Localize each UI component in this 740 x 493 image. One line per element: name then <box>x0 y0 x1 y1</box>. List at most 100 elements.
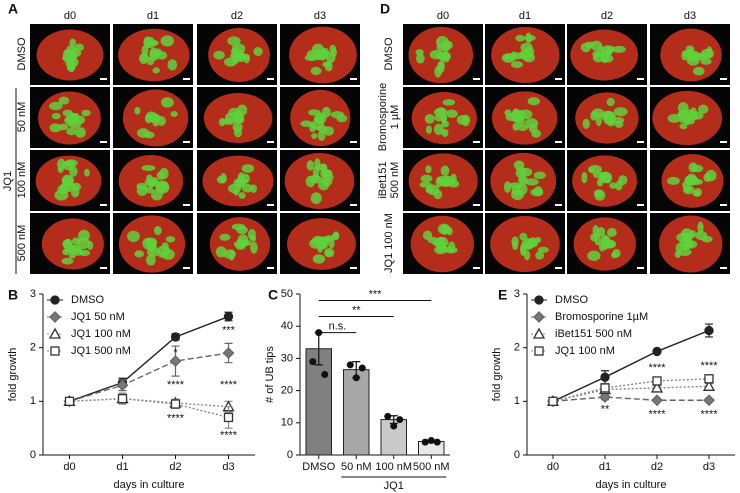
bud <box>685 45 695 54</box>
bud <box>61 174 74 187</box>
bud <box>510 60 523 69</box>
series-line <box>552 329 710 402</box>
bud <box>153 226 162 236</box>
row-label: 100 nM <box>16 162 28 199</box>
bud <box>81 109 91 117</box>
x-tick-label: DMSO <box>302 461 335 473</box>
row-label: 500 nM <box>16 225 28 262</box>
bud <box>525 32 533 44</box>
row-label: 50 nM <box>16 102 28 133</box>
bud <box>310 192 322 205</box>
bud <box>51 112 61 120</box>
bud <box>433 189 443 200</box>
bud <box>161 242 169 250</box>
bud <box>691 164 704 173</box>
x-tick-label: d0 <box>63 461 75 473</box>
bud <box>145 237 157 247</box>
bud <box>216 175 226 184</box>
y-tick-label: 0 <box>514 449 520 461</box>
bud <box>54 189 69 201</box>
data-point <box>346 361 354 369</box>
legend-label: JQ1 100 nM <box>555 345 615 357</box>
bud <box>134 106 141 115</box>
bud <box>161 97 174 108</box>
bud <box>511 236 519 247</box>
bud <box>698 104 709 114</box>
bud <box>141 164 156 171</box>
bud <box>49 101 63 111</box>
bud <box>612 45 626 53</box>
bud <box>416 53 425 64</box>
marker <box>652 376 662 386</box>
bud <box>584 41 595 48</box>
x-tick-label: d3 <box>222 461 234 473</box>
bud <box>429 49 444 60</box>
bud <box>692 190 701 197</box>
bud <box>697 221 704 234</box>
marker <box>169 355 182 368</box>
tissue <box>41 218 104 270</box>
legend-label: JQ1 500 nM <box>71 345 131 357</box>
bud <box>304 54 318 62</box>
bud <box>527 97 540 106</box>
bud <box>71 237 81 245</box>
column-header: d3 <box>684 10 696 22</box>
bud <box>241 183 254 193</box>
bud <box>515 34 526 42</box>
bud <box>515 166 527 179</box>
legend-label: JQ1 100 nM <box>71 328 131 340</box>
bud <box>149 49 160 61</box>
bud <box>328 237 335 249</box>
bud <box>442 99 456 106</box>
bud <box>582 118 590 129</box>
bud <box>230 51 244 62</box>
bud <box>437 61 445 74</box>
bud <box>685 173 698 186</box>
bud <box>243 54 251 64</box>
y-axis-label: fold growth <box>7 348 19 402</box>
x-tick-label: d2 <box>169 461 181 473</box>
bud <box>436 107 446 114</box>
bud <box>66 50 76 61</box>
y-tick-label: 2 <box>30 342 36 354</box>
y-axis-label: fold growth <box>491 348 503 402</box>
y-tick-label: 2 <box>514 342 520 354</box>
bud <box>62 109 74 117</box>
bud <box>618 175 628 186</box>
bud <box>148 113 161 122</box>
y-tick-label: 0 <box>287 449 293 461</box>
bud <box>314 158 321 170</box>
marker <box>64 396 75 406</box>
bud <box>57 166 64 174</box>
x-tick-label: d1 <box>599 461 611 473</box>
bud <box>160 35 174 47</box>
marker <box>117 393 128 404</box>
y-tick-label: 3 <box>514 288 520 300</box>
bud <box>336 114 348 123</box>
marker <box>170 332 181 342</box>
bracket-label: ** <box>352 304 361 316</box>
bud <box>165 236 176 243</box>
row-label: Bromosporine <box>377 83 389 151</box>
bud <box>598 171 613 182</box>
bud <box>512 122 520 131</box>
bud <box>521 238 536 250</box>
legend-label: iBet151 500 nM <box>555 328 632 340</box>
bud <box>319 50 326 61</box>
marker <box>170 399 181 409</box>
bud <box>317 130 326 141</box>
marker <box>600 372 610 382</box>
bud <box>436 35 449 48</box>
bud <box>63 238 72 247</box>
bud <box>425 125 432 134</box>
annotation: **** <box>220 430 238 442</box>
marker <box>116 379 129 392</box>
bud <box>461 114 471 127</box>
annotation: **** <box>220 379 238 391</box>
bud <box>227 36 241 46</box>
bud <box>329 44 337 52</box>
bud <box>511 113 522 121</box>
data-point <box>427 437 435 445</box>
annotation: **** <box>648 362 666 374</box>
marker <box>704 374 714 384</box>
